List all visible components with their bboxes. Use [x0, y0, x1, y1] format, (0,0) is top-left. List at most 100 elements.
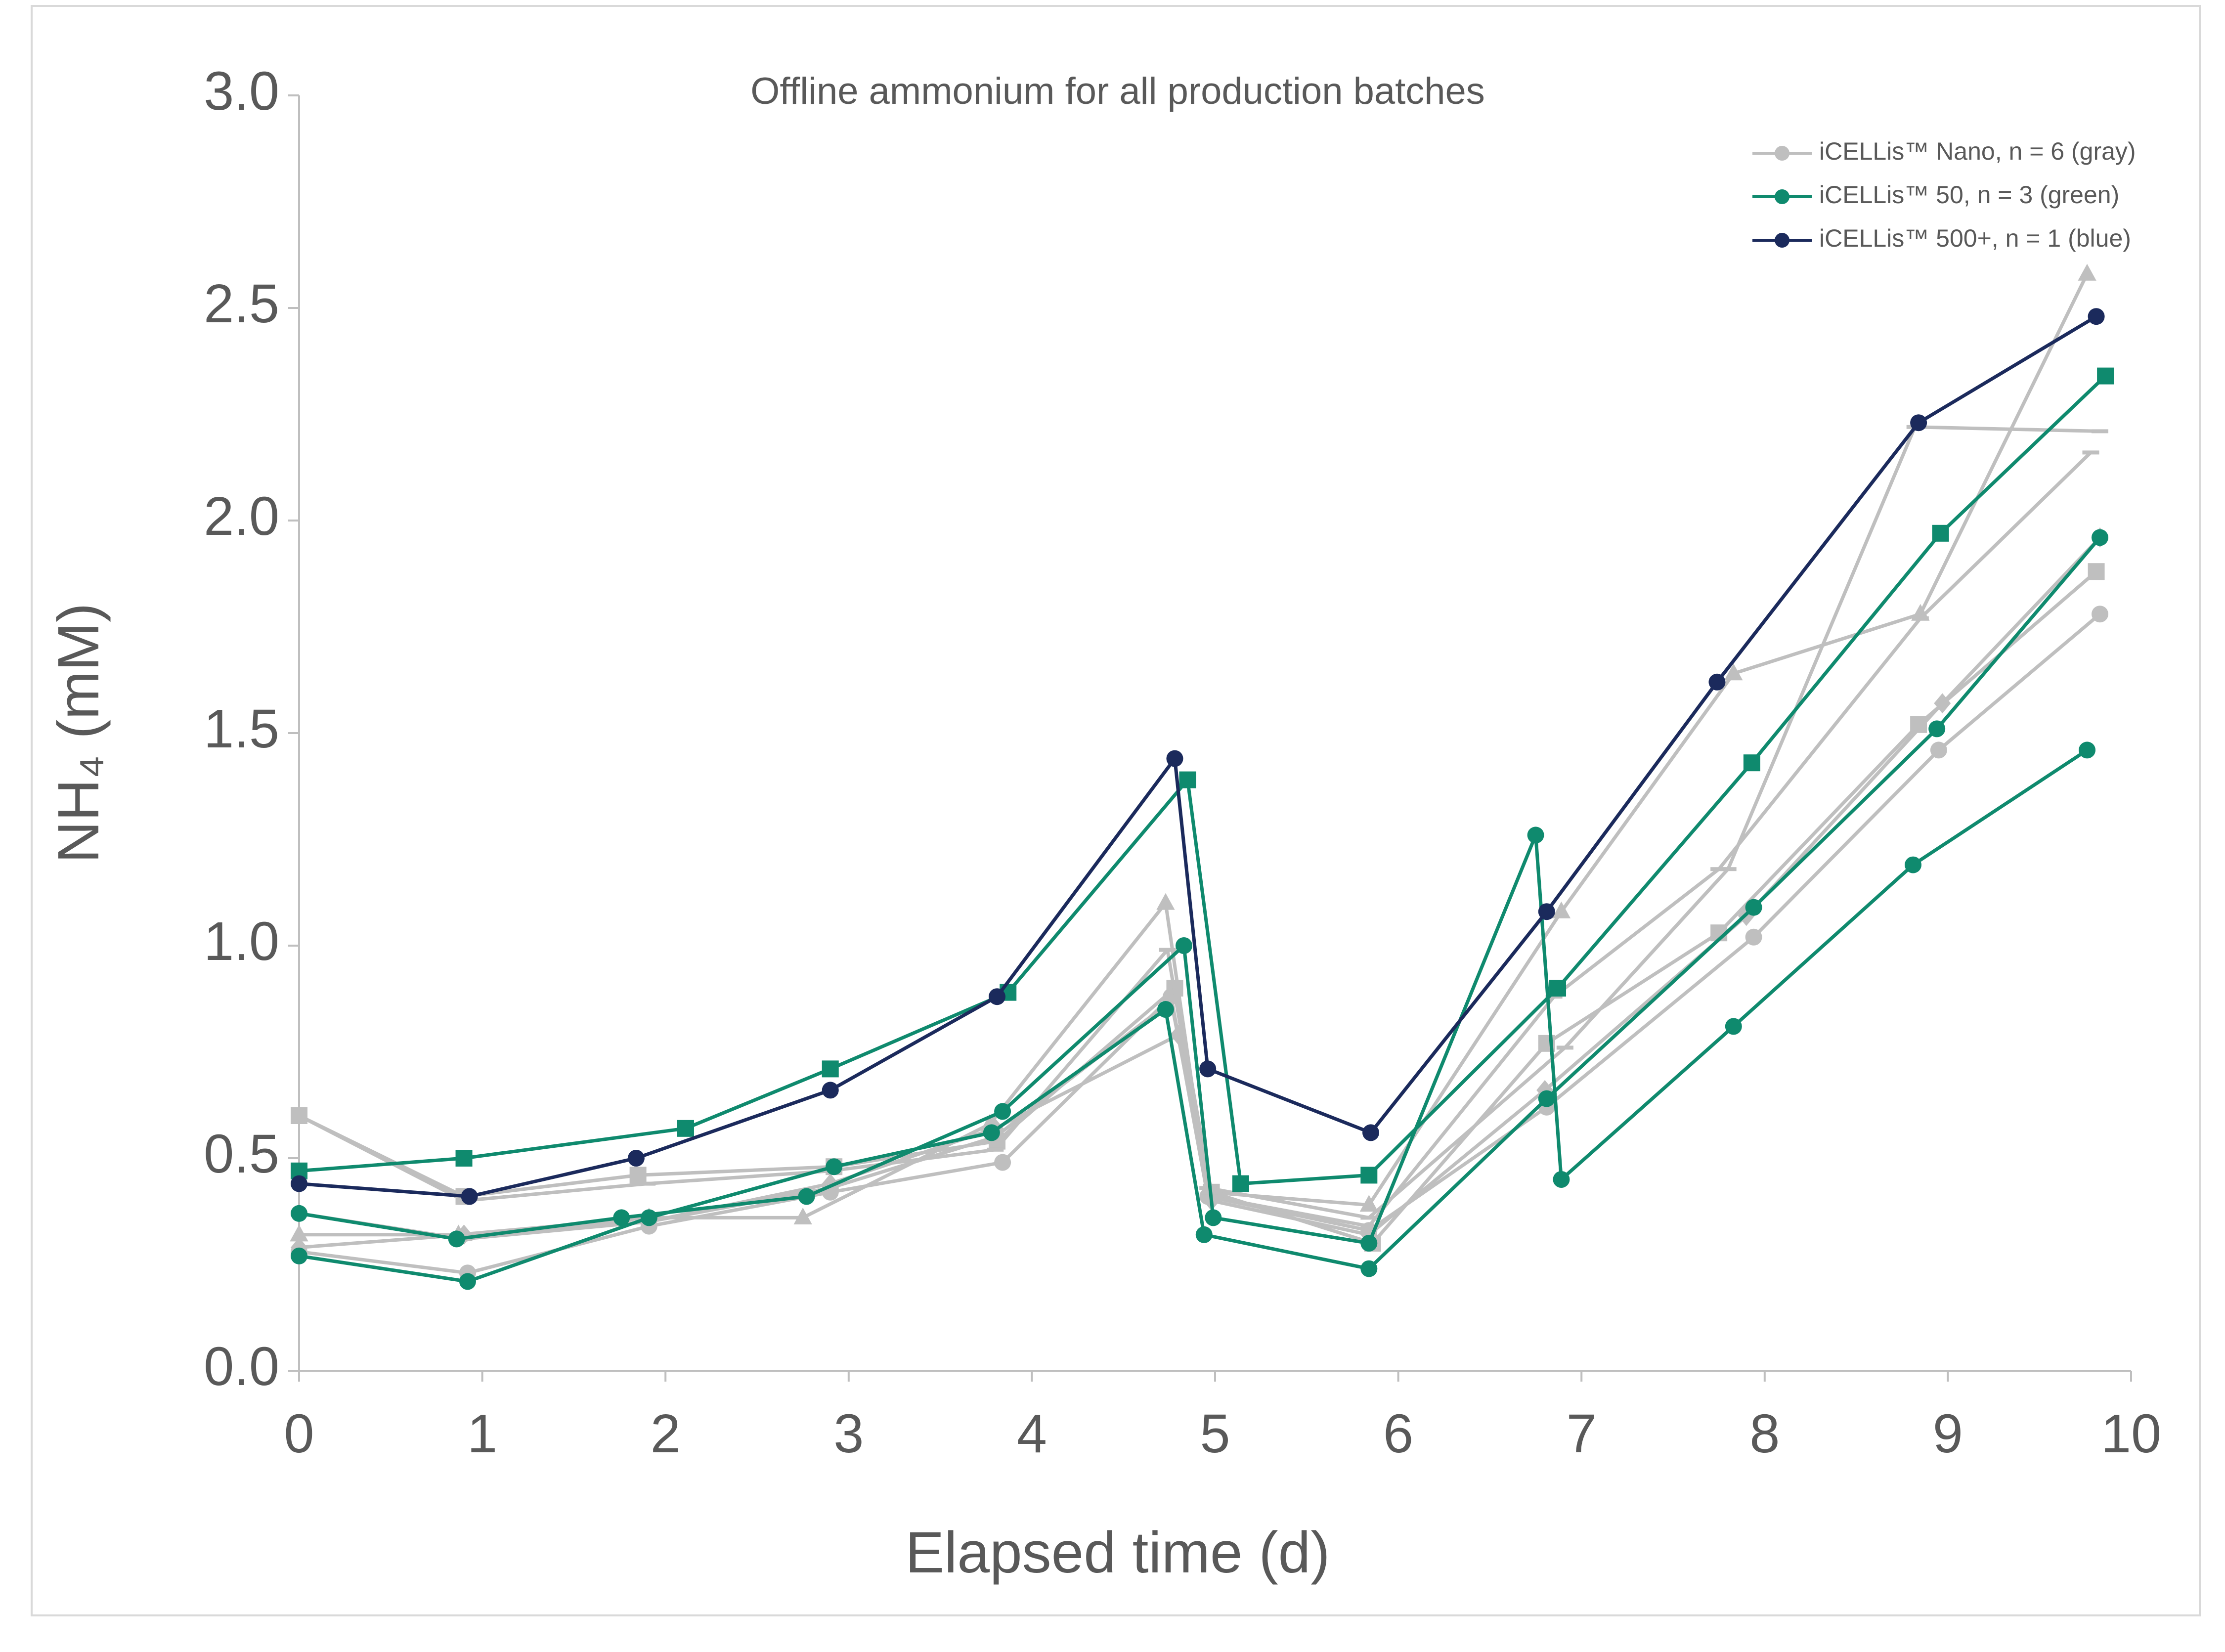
x-axis-title: Elapsed time (d): [905, 1520, 1330, 1585]
data-point: [1725, 1018, 1742, 1035]
data-point: [1743, 754, 1760, 772]
data-point: [798, 1188, 815, 1205]
data-point: [1719, 867, 1737, 871]
data-point: [994, 1154, 1011, 1171]
data-point: [1179, 771, 1196, 788]
legend-item: iCELLis™ 500+, n = 1 (blue): [1752, 224, 2131, 252]
x-tick-label: 7: [1567, 1403, 1597, 1464]
data-point: [1928, 720, 1946, 738]
x-tick-label: 4: [1017, 1403, 1047, 1464]
series-line: [299, 451, 2092, 1241]
data-point: [1195, 1226, 1213, 1243]
y-tick-label: 3.0: [204, 61, 279, 122]
y-tick-label: 1.5: [204, 698, 279, 759]
data-point: [2097, 367, 2114, 385]
data-point: [1710, 867, 1728, 871]
data-point: [1360, 1167, 1378, 1184]
data-point: [1362, 1124, 1380, 1141]
y-tick-label: 2.5: [204, 273, 279, 334]
data-point: [1232, 1175, 1249, 1192]
data-point: [994, 1103, 1011, 1120]
chart-frame: [31, 5, 2201, 1616]
data-point: [1175, 937, 1192, 954]
data-point: [1359, 1195, 1379, 1212]
data-point: [1912, 616, 1929, 620]
data-point: [2088, 308, 2105, 325]
series-line: [299, 375, 2107, 1186]
y-tick-label: 2.0: [204, 486, 279, 547]
data-point: [1553, 1171, 1570, 1188]
data-point: [1556, 1045, 1573, 1050]
legend-label: iCELLis™ 500+, n = 1 (blue): [1819, 224, 2131, 252]
legend-item: iCELLis™ Nano, n = 6 (gray): [1752, 137, 2136, 165]
data-point: [1360, 1235, 1378, 1252]
data-point: [1360, 1216, 1378, 1220]
data-point: [2088, 563, 2105, 580]
data-point: [1549, 980, 1567, 997]
data-point: [2082, 450, 2099, 455]
data-point: [2091, 429, 2108, 434]
x-tick-label: 3: [833, 1403, 864, 1464]
data-point: [1163, 999, 1180, 1003]
series-line: [299, 536, 2101, 1283]
x-tick-label: 6: [1383, 1403, 1413, 1464]
data-point: [640, 1209, 657, 1226]
data-point: [1157, 1001, 1174, 1018]
data-point: [1545, 995, 1563, 999]
legend-item: iCELLis™ 50, n = 3 (green): [1752, 181, 2119, 209]
data-point: [1904, 856, 1921, 873]
data-point: [1159, 948, 1176, 952]
data-point: [822, 1082, 839, 1099]
series-line: [299, 315, 2097, 1198]
y-axis-title: NH₄ (mM): [46, 603, 111, 864]
data-point: [627, 1150, 645, 1167]
data-point: [639, 1181, 656, 1186]
x-tick-label: 8: [1749, 1403, 1780, 1464]
data-point: [1910, 414, 1927, 432]
chart-title: Offline ammonium for all production batc…: [750, 70, 1485, 112]
data-point: [1538, 1090, 1555, 1107]
data-point: [455, 1150, 473, 1167]
series-line: [298, 425, 2100, 1219]
data-point: [459, 1273, 476, 1290]
data-point: [1724, 663, 1743, 681]
data-point: [1930, 741, 1947, 759]
y-tick-label: 1.0: [204, 911, 279, 972]
data-point: [793, 1208, 812, 1224]
series: [291, 529, 2108, 1290]
data-point: [291, 1247, 307, 1264]
data-point: [1360, 1224, 1378, 1228]
data-point: [291, 1114, 307, 1118]
data-point: [677, 1120, 694, 1137]
series: [291, 741, 2096, 1252]
data-point: [1527, 826, 1544, 844]
data-point: [822, 1060, 839, 1078]
data-point: [2078, 263, 2096, 281]
legend-label: iCELLis™ Nano, n = 6 (gray): [1819, 137, 2136, 165]
x-tick-label: 10: [2101, 1403, 2161, 1464]
data-point: [613, 1209, 630, 1226]
legend-marker: [1775, 189, 1789, 204]
data-point: [983, 1124, 1000, 1141]
y-tick-label: 0.5: [204, 1124, 279, 1184]
x-tick-label: 2: [651, 1403, 681, 1464]
data-point: [291, 1175, 307, 1192]
data-point: [2091, 529, 2108, 546]
data-point: [1552, 901, 1571, 918]
data-point: [2091, 606, 2108, 623]
x-tick-label: 0: [284, 1403, 314, 1464]
data-point: [448, 1230, 465, 1248]
series-line: [298, 570, 2097, 1245]
series: [291, 308, 2105, 1205]
x-tick-label: 9: [1933, 1403, 1963, 1464]
data-point: [1166, 750, 1183, 767]
legend-label: iCELLis™ 50, n = 3 (green): [1819, 181, 2119, 209]
data-point: [291, 1205, 307, 1222]
data-point: [1538, 903, 1555, 920]
x-tick-label: 5: [1200, 1403, 1230, 1464]
x-tick-label: 1: [467, 1403, 497, 1464]
data-point: [1156, 893, 1175, 910]
data-point: [1536, 1080, 1554, 1100]
data-point: [1745, 928, 1762, 946]
data-point: [826, 1158, 843, 1175]
